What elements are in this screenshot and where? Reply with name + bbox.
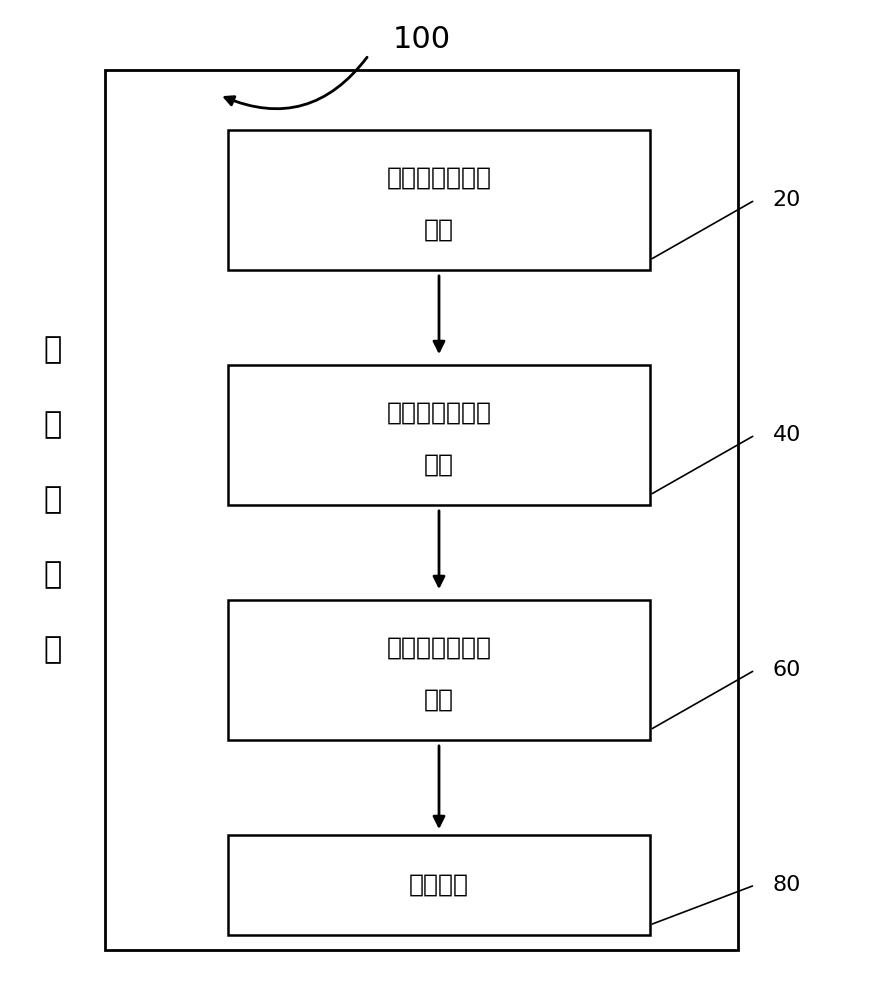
FancyBboxPatch shape: [228, 600, 649, 740]
Text: 模块: 模块: [424, 218, 453, 242]
Text: 析: 析: [44, 560, 61, 589]
FancyArrowPatch shape: [225, 57, 367, 109]
Text: 20: 20: [772, 190, 800, 210]
FancyBboxPatch shape: [228, 365, 649, 505]
Text: 凝: 凝: [44, 336, 61, 364]
Text: 起始反应点确定: 起始反应点确定: [386, 401, 491, 425]
FancyBboxPatch shape: [105, 70, 737, 950]
Text: 100: 100: [392, 25, 450, 54]
Text: 模块: 模块: [424, 453, 453, 477]
Text: 血: 血: [44, 410, 61, 440]
Text: 模块: 模块: [424, 688, 453, 712]
Text: 40: 40: [772, 425, 800, 445]
FancyBboxPatch shape: [228, 835, 649, 935]
Text: 终点反应点确定: 终点反应点确定: [386, 636, 491, 660]
Text: 反应最高点确定: 反应最高点确定: [386, 166, 491, 190]
Text: 分析模块: 分析模块: [409, 873, 468, 897]
Text: 80: 80: [772, 875, 800, 895]
Text: 60: 60: [772, 660, 800, 680]
Text: 仪: 仪: [44, 636, 61, 664]
Text: 分: 分: [44, 486, 61, 514]
FancyBboxPatch shape: [228, 130, 649, 270]
